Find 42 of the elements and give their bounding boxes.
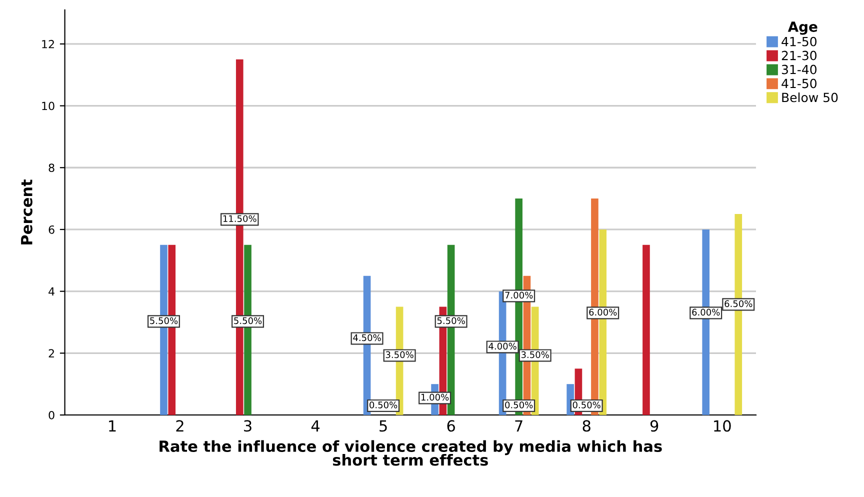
x-tick-label: 10 <box>714 420 731 432</box>
legend-title: Age <box>788 22 818 35</box>
y-tick-label: 4 <box>48 287 54 296</box>
legend-label: 41-50 <box>782 78 816 88</box>
legend-label: 31-40 <box>782 64 816 74</box>
data-label: 5.50% <box>234 317 262 324</box>
data-label: 5.50% <box>150 317 178 324</box>
data-label: 3.50% <box>386 351 414 358</box>
data-label: 6.50% <box>724 300 752 308</box>
data-label: 4.50% <box>353 334 381 342</box>
y-tick-label: 10 <box>42 102 54 110</box>
legend-label: Below 50 <box>782 92 838 102</box>
annotation: 0.50% <box>572 402 600 408</box>
y-tick-label: 6 <box>48 225 54 234</box>
data-label: 1.00% <box>421 394 449 401</box>
x-axis-title: Rate the influence of violence created by media which has short term effects <box>160 440 662 466</box>
data-label: 6.00% <box>692 308 720 316</box>
data-label: 3.50% <box>521 351 549 358</box>
data-label: 7.00% <box>505 292 533 299</box>
x-tick-label: 8 <box>582 420 590 432</box>
x-tick-label: 9 <box>650 420 658 432</box>
x-tick-label: 3 <box>244 420 252 432</box>
bar <box>642 244 650 415</box>
legend-label: 21-30 <box>782 50 816 60</box>
annotation: 0.50% <box>370 402 398 408</box>
data-label: 5.50% <box>437 317 465 324</box>
x-tick-label: 2 <box>176 420 184 432</box>
data-label: 4.00% <box>488 342 516 350</box>
y-axis-title: Percent <box>21 179 32 244</box>
y-tick-label: 2 <box>48 349 54 358</box>
y-tick-label: 12 <box>42 40 54 48</box>
annotation: 0.50% <box>505 402 533 408</box>
data-label: 11.50% <box>223 215 256 222</box>
y-tick-label: 8 <box>48 164 54 172</box>
x-tick-label: 6 <box>447 420 455 432</box>
legend-label: 41-50 <box>782 36 816 46</box>
data-label: 6.00% <box>589 308 617 316</box>
x-tick-label: 4 <box>311 420 320 432</box>
y-tick-label: 0 <box>48 410 54 420</box>
x-tick-label: 5 <box>380 420 387 432</box>
x-tick-label: 7 <box>515 420 522 432</box>
x-tick-label: 1 <box>109 420 116 432</box>
